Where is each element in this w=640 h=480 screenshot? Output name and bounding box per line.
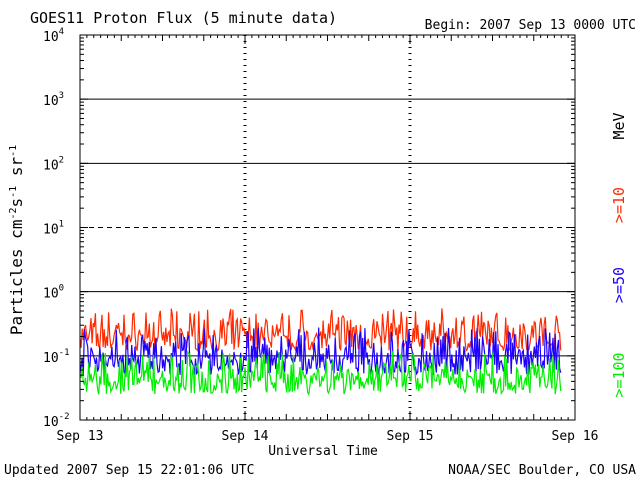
y-tick-label-exp: 0 [59,284,64,294]
y-tick-label-exp: -2 [59,412,70,422]
legend: >=10 >=50 >=100 MeV [610,112,628,397]
y-axis-label-exp2: -1 [8,186,19,198]
chart-title: GOES11 Proton Flux (5 minute data) [30,9,337,27]
y-axis-label-base: Particles cm [7,220,26,336]
y-tick-label-exp: -1 [59,348,70,358]
series-line [79,308,562,353]
y-tick-label: 104 [43,27,64,45]
y-tick-label: 100 [43,284,64,302]
y-axis-label: Particles cm-2s-1 sr-1 [7,145,26,335]
legend-label: >=100 [610,352,628,397]
y-tick-label: 10-1 [43,348,70,366]
y-tick-label-base: 10 [43,415,59,430]
y-axis-label-sr: sr [7,157,26,186]
y-tick-label-base: 10 [43,223,59,238]
updated-text: Updated 2007 Sep 15 22:01:06 UTC [4,463,254,478]
y-tick-label-base: 10 [43,158,59,173]
y-tick-label-exp: 4 [59,27,64,37]
y-axis-label-s: s [7,198,26,208]
y-tick-label-base: 10 [43,351,59,366]
begin-label: Begin: 2007 Sep 13 0000 UTC [425,18,636,33]
y-tick-label-exp: 3 [59,91,64,101]
legend-unit: MeV [610,112,628,139]
y-tick-label-base: 10 [43,30,59,45]
x-tick-label: Sep 14 [222,429,269,444]
x-tick-label: Sep 16 [552,429,599,444]
y-tick-label-base: 10 [43,287,59,302]
y-tick-label: 103 [43,91,64,109]
legend-label: >=10 [610,187,628,223]
y-axis-label-exp3: -1 [8,145,19,157]
series-line [79,327,562,377]
y-tick-label: 10-2 [43,412,70,430]
x-tick-label: Sep 13 [57,429,104,444]
y-tick-label-base: 10 [43,94,59,109]
y-tick-label-exp: 1 [59,220,64,230]
y-tick-label-exp: 2 [59,155,64,165]
legend-label: >=50 [610,267,628,303]
x-tick-label: Sep 15 [387,429,434,444]
y-tick-label: 101 [43,220,64,238]
series-layer [79,308,562,397]
series-line [79,350,562,397]
y-tick-label: 102 [43,155,64,173]
y-axis-label-exp1: -2 [8,208,19,220]
x-axis-label: Universal Time [268,444,378,459]
credit-text: NOAA/SEC Boulder, CO USA [448,463,636,478]
